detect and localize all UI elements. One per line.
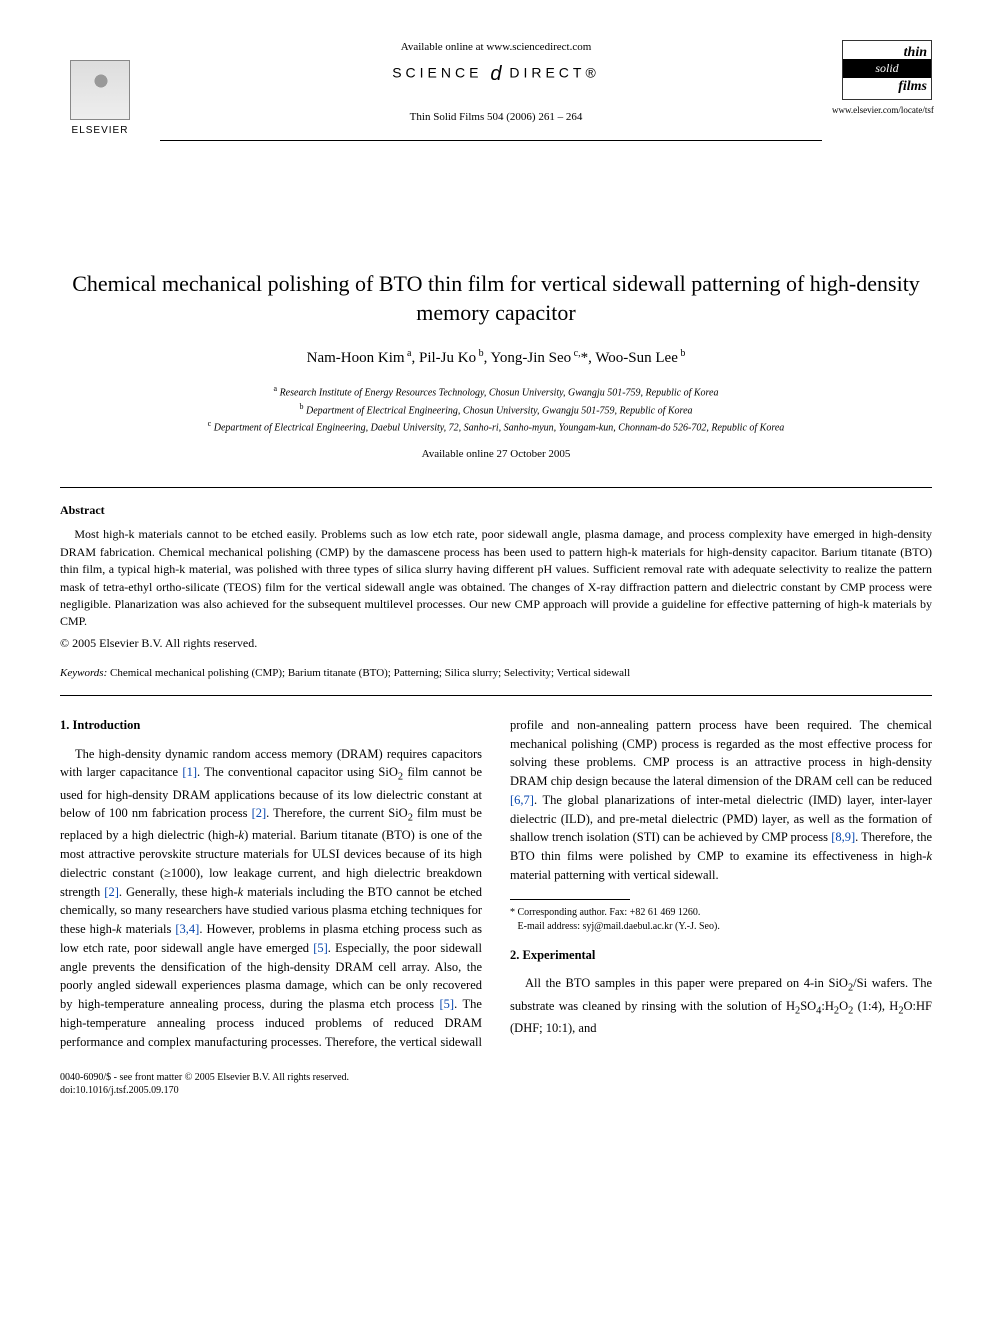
thin-solid-films-icon: solid	[842, 40, 932, 100]
ref-34[interactable]: [3,4]	[175, 922, 199, 936]
rule-below-keywords	[60, 695, 932, 696]
affiliation-a-text: Research Institute of Energy Resources T…	[280, 388, 719, 399]
body-columns: 1. Introduction The high-density dynamic…	[60, 716, 932, 1052]
affiliation-b: b Department of Electrical Engineering, …	[60, 401, 932, 418]
available-online-text: Available online at www.sciencedirect.co…	[401, 40, 592, 55]
affiliation-a: a Research Institute of Energy Resources…	[60, 383, 932, 400]
author-1: Nam-Hoon Kim a	[307, 350, 412, 366]
ref-1[interactable]: [1]	[182, 765, 197, 779]
author-3: Yong-Jin Seo c,*	[491, 350, 589, 366]
rule-above-abstract	[60, 487, 932, 488]
journal-header: ELSEVIER Available online at www.science…	[60, 40, 932, 240]
abstract-heading: Abstract	[60, 502, 932, 519]
ref-89[interactable]: [8,9]	[831, 830, 855, 844]
corresponding-author-note: * Corresponding author. Fax: +82 61 469 …	[510, 906, 932, 920]
keywords-line: Keywords: Chemical mechanical polishing …	[60, 666, 932, 681]
affiliation-b-text: Department of Electrical Engineering, Ch…	[306, 405, 693, 416]
abstract-copyright: © 2005 Elsevier B.V. All rights reserved…	[60, 635, 932, 652]
journal-url: www.elsevier.com/locate/tsf	[832, 104, 932, 117]
email-label: E-mail address:	[518, 921, 580, 932]
journal-logo: solid www.elsevier.com/locate/tsf	[832, 40, 932, 130]
author-4: Woo-Sun Lee b	[595, 350, 685, 366]
elsevier-logo: ELSEVIER	[60, 60, 140, 150]
sciencedirect-d-icon: d	[490, 63, 501, 85]
keywords-label: Keywords:	[60, 667, 107, 679]
footnote-block: * Corresponding author. Fax: +82 61 469 …	[510, 899, 932, 934]
available-date: Available online 27 October 2005	[60, 447, 932, 462]
affiliation-c-text: Department of Electrical Engineering, Da…	[214, 422, 785, 433]
journal-logo-solid-text: solid	[843, 59, 931, 78]
journal-citation: Thin Solid Films 504 (2006) 261 – 264	[410, 110, 583, 125]
email-address: syj@mail.daebul.ac.kr (Y.-J. Seo).	[582, 921, 719, 932]
experimental-heading: 2. Experimental	[510, 946, 932, 965]
ref-2b[interactable]: [2]	[104, 885, 119, 899]
keywords-text: Chemical mechanical polishing (CMP); Bar…	[110, 667, 630, 679]
email-line: E-mail address: syj@mail.daebul.ac.kr (Y…	[510, 920, 932, 934]
footer-line-1: 0040-6090/$ - see front matter © 2005 El…	[60, 1071, 932, 1084]
ref-2a[interactable]: [2]	[252, 806, 267, 820]
author-list: Nam-Hoon Kim a, Pil-Ju Ko b, Yong-Jin Se…	[60, 347, 932, 369]
header-rule	[160, 140, 822, 141]
elsevier-label: ELSEVIER	[60, 124, 140, 138]
ref-67[interactable]: [6,7]	[510, 793, 534, 807]
article-title: Chemical mechanical polishing of BTO thi…	[60, 270, 932, 327]
ref-5b[interactable]: [5]	[440, 997, 455, 1011]
footnote-rule	[510, 899, 630, 900]
abstract-text: Most high-k materials cannot to be etche…	[60, 526, 932, 630]
sciencedirect-left: SCIENCE	[392, 65, 482, 81]
affiliation-c: c Department of Electrical Engineering, …	[60, 418, 932, 435]
elsevier-tree-icon	[70, 60, 130, 120]
affiliations: a Research Institute of Energy Resources…	[60, 383, 932, 435]
intro-heading: 1. Introduction	[60, 716, 482, 735]
page-footer: 0040-6090/$ - see front matter © 2005 El…	[60, 1071, 932, 1097]
footer-line-2: doi:10.1016/j.tsf.2005.09.170	[60, 1084, 932, 1097]
experimental-para-1: All the BTO samples in this paper were p…	[510, 974, 932, 1037]
ref-5a[interactable]: [5]	[313, 941, 328, 955]
sciencedirect-logo: SCIENCE d DIRECT®	[392, 60, 600, 88]
author-2: Pil-Ju Ko b	[419, 350, 484, 366]
sciencedirect-right: DIRECT®	[509, 65, 599, 81]
